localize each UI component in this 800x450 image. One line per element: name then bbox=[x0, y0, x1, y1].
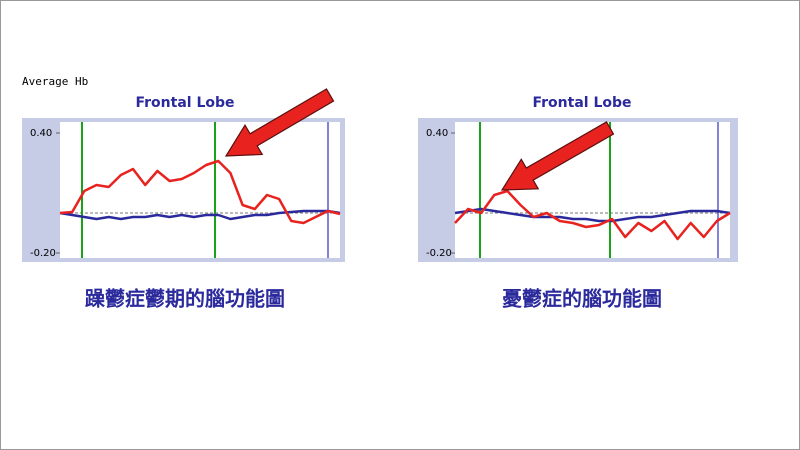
data-line bbox=[454, 189, 731, 241]
plot-area bbox=[60, 122, 340, 258]
data-line bbox=[454, 207, 731, 223]
y-tick-label: -0.20 bbox=[30, 248, 56, 259]
chart-title: Frontal Lobe bbox=[135, 95, 234, 111]
y-axis-label: Average Hb bbox=[22, 75, 88, 88]
arrow bbox=[224, 88, 335, 157]
y-tick-label: 0.40 bbox=[426, 128, 448, 139]
data-line bbox=[59, 159, 341, 225]
data-line bbox=[59, 209, 341, 221]
chart-caption: 憂鬱症的腦功能圖 bbox=[502, 287, 662, 311]
chart-caption: 躁鬱症鬱期的腦功能圖 bbox=[85, 287, 285, 311]
y-tick-label: 0.40 bbox=[30, 128, 52, 139]
chart-title: Frontal Lobe bbox=[532, 95, 631, 111]
y-tick-label: -0.20 bbox=[426, 248, 452, 259]
arrow bbox=[500, 121, 615, 191]
